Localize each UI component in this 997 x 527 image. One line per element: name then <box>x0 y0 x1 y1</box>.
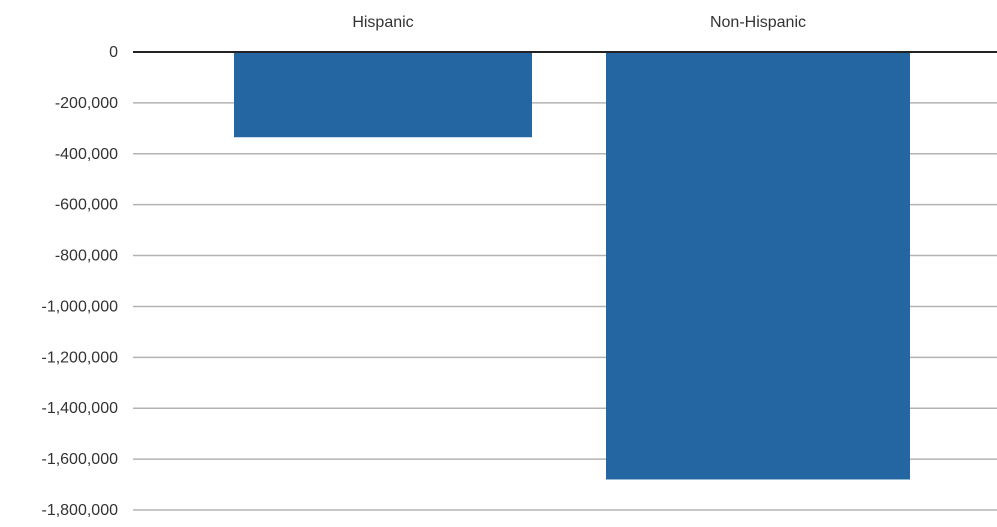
y-tick-label: -400,000 <box>55 146 118 163</box>
y-tick-label: -1,400,000 <box>41 400 118 417</box>
category-label: Non-Hispanic <box>710 14 806 31</box>
bar-non-hispanic <box>606 52 910 480</box>
y-tick-label: -200,000 <box>55 95 118 112</box>
y-tick-label: -600,000 <box>55 197 118 214</box>
bars <box>234 52 910 480</box>
bar-hispanic <box>234 52 532 138</box>
gridlines <box>133 102 997 511</box>
y-tick-label: -1,200,000 <box>41 349 118 366</box>
category-labels: Hispanic Non-Hispanic <box>352 14 806 31</box>
y-tick-label: -800,000 <box>55 248 118 265</box>
y-tick-label: 0 <box>109 44 118 61</box>
y-tick-label: -1,800,000 <box>41 502 118 519</box>
y-tick-label: -1,000,000 <box>41 298 118 315</box>
y-tick-label: -1,600,000 <box>41 451 118 468</box>
y-axis-tick-labels: 0 -200,000 -400,000 -600,000 -800,000 -1,000,… <box>41 44 118 519</box>
category-label: Hispanic <box>352 14 413 31</box>
